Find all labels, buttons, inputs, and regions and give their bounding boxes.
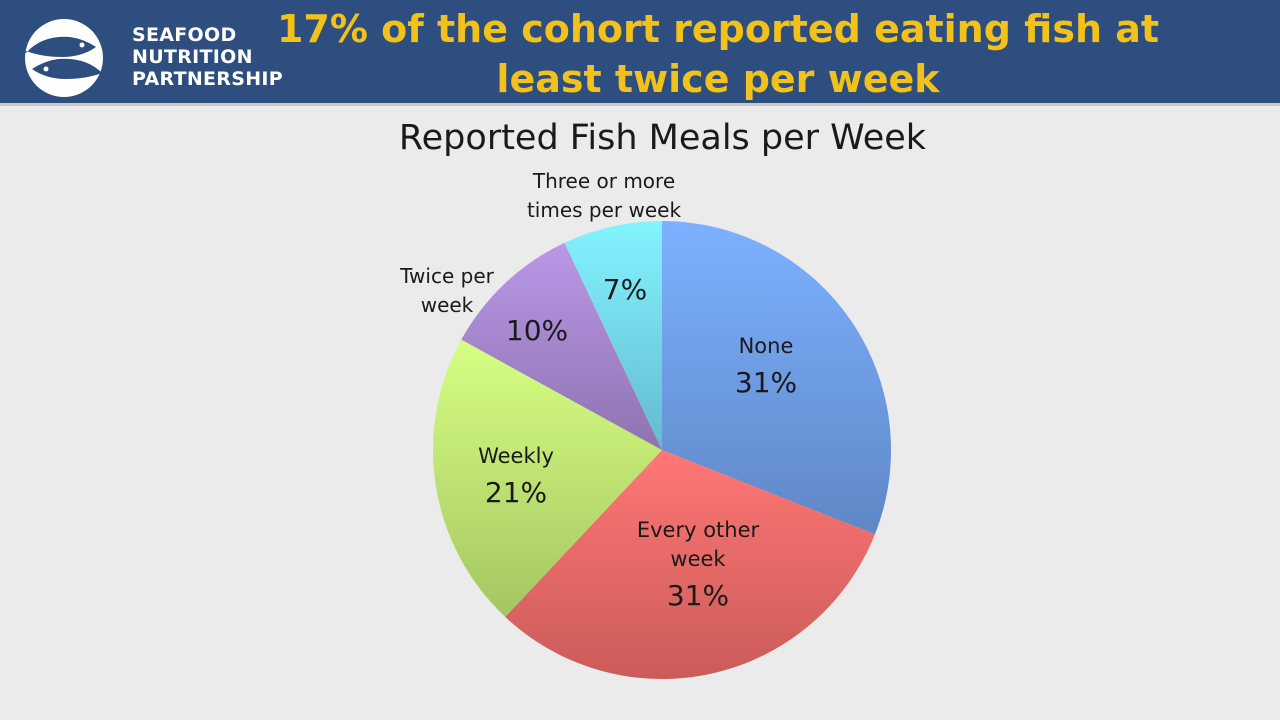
pie-slice (564, 221, 662, 450)
slice-value-label: 31% (735, 366, 797, 399)
slice-category-label: week (670, 547, 726, 571)
pie-slice (433, 339, 662, 617)
slice-category-label: Every other (637, 518, 760, 542)
slice-category-label: times per week (527, 198, 682, 222)
logo-line: NUTRITION (132, 46, 253, 68)
slice-value-label: 10% (506, 314, 568, 347)
slice-category-label: week (421, 293, 474, 317)
slice-value-label: 7% (603, 273, 647, 306)
slide-title: 17% of the cohort reported eating fish a… (228, 4, 1208, 104)
slide-title-line: least twice per week (496, 57, 940, 101)
slice-category-label: None (739, 334, 794, 358)
slide-title-line: 17% of the cohort reported eating fish a… (276, 7, 1160, 51)
pie-slice (461, 242, 662, 450)
slice-category-label: Three or more (532, 169, 675, 193)
fish-logo-icon (14, 19, 114, 97)
logo-line: PARTNERSHIP (132, 68, 284, 90)
logo-wordmark: SEAFOOD NUTRITION PARTNERSHIP (132, 24, 283, 90)
slice-category-label: Twice per (399, 264, 494, 288)
slice-value-label: 21% (485, 476, 547, 509)
header-bar: SEAFOOD NUTRITION PARTNERSHIP 17% of the… (0, 0, 1280, 106)
chart-title: Reported Fish Meals per Week (398, 118, 927, 158)
pie-slice (662, 220, 892, 535)
slice-category-label: Weekly (478, 444, 554, 468)
pie-slice (505, 450, 875, 679)
logo-line: SEAFOOD (132, 24, 237, 46)
slice-value-label: 31% (667, 579, 729, 612)
